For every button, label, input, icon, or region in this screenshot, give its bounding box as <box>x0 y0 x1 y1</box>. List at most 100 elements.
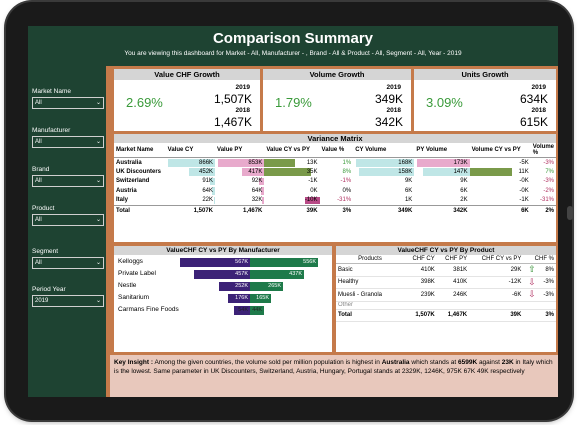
product-table-title: ValueCHF CY vs PY By Product <box>336 246 556 255</box>
column-header[interactable]: Value CY <box>165 143 216 158</box>
table-row[interactable]: Muesli - Granola 239K 246K -6K ⇩ -3% <box>336 288 556 302</box>
brand-dropdown[interactable]: All ⌄ <box>32 175 104 187</box>
volume-pct-cell: -2% <box>543 187 554 194</box>
column-header[interactable]: Value CY vs PY <box>264 143 320 158</box>
column-header[interactable]: Value % <box>319 143 354 158</box>
table-row[interactable]: Switzerland 91K 92K -1K -1% 9K 9K -0K -3… <box>114 177 556 186</box>
chf-diff-cell: -6K <box>469 288 524 302</box>
kpi-value-current: 349K <box>374 92 403 106</box>
cy-volume-cell: 158K <box>353 167 415 176</box>
column-header[interactable]: CHF CY <box>404 255 437 264</box>
column-header[interactable]: CHF % <box>523 255 556 264</box>
manufacturer-row[interactable]: Carmans Fine Foods 54K 44K <box>114 306 334 316</box>
insight-highlight: 23K <box>501 359 514 366</box>
total-value-py: 1,467K <box>215 204 265 216</box>
manufacturer-row[interactable]: Nestle 252K 265K <box>114 282 334 292</box>
table-row[interactable]: Australia 866K 853K 13K 1% 168K 173K -5K… <box>114 158 556 168</box>
py-bar[interactable]: 437K <box>250 270 304 279</box>
page-title: Comparison Summary <box>212 30 374 47</box>
table-row[interactable]: Italy 22K 32K -10K -31% 1K 2K -1K -31% <box>114 196 556 206</box>
insight-highlight: 6599K <box>457 359 478 366</box>
cy-volume-cell: 168K <box>353 158 415 168</box>
volume-diff-cell: -0K <box>519 187 529 194</box>
manufacturer-label: Sanitarium <box>118 294 150 301</box>
market-name-cell: UK Discounters <box>116 169 162 176</box>
table-row[interactable]: Austria 64K 64K 0K 0% 6K 6K -0K -2% <box>114 186 556 195</box>
segment-dropdown[interactable]: All ⌄ <box>32 257 104 269</box>
filter-label: Product <box>32 205 55 212</box>
kpi-growth-pct: 1.79% <box>275 95 312 110</box>
column-header[interactable]: CHF PY <box>436 255 470 264</box>
py-bar[interactable]: 265K <box>250 282 283 291</box>
cy-bar[interactable]: 567K <box>180 258 250 267</box>
value-diff-cell: 13K <box>264 158 319 168</box>
table-row[interactable]: Basic 410K 381K 29K ⇧ 8% <box>336 263 556 277</box>
value-py-cell: 417K <box>215 167 265 176</box>
cy-bar[interactable]: 54K <box>234 306 250 315</box>
table-header-row: Market Name Value CY Value PY Value CY v… <box>114 143 556 158</box>
value-pct-cell: -1% <box>340 178 352 185</box>
manufacturer-row[interactable]: Kelloggs 567K 556K <box>114 258 334 268</box>
dropdown-value: All <box>35 217 42 223</box>
kpi-card-units[interactable]: Units Growth 3.09% 2019 634K 2018 615K <box>414 69 556 131</box>
chf-cy-cell <box>404 301 437 310</box>
column-header[interactable]: CY Volume <box>353 143 415 158</box>
value-cy-cell: 64K <box>202 187 216 195</box>
insight-text: Among the given countries, the volume so… <box>153 359 382 366</box>
manufacturer-row[interactable]: Sanitarium 176K 165K <box>114 294 334 304</box>
filter-label: Segment <box>32 248 59 255</box>
value-diff-cell: 35K <box>264 167 319 176</box>
py-bar[interactable]: 556K <box>250 258 318 267</box>
kpi-card-volume[interactable]: Volume Growth 1.79% 2019 349K 2018 342K <box>263 69 411 131</box>
filter-brand: Brand All ⌄ <box>32 166 104 187</box>
volume-diff-cell: -0K <box>519 178 529 185</box>
period-year-dropdown[interactable]: 2019 ⌄ <box>32 295 104 307</box>
value-diff-cell: 0K <box>310 187 318 194</box>
py-bar[interactable]: 44K <box>250 306 264 315</box>
arrow-down-icon: ⇩ <box>523 288 538 302</box>
table-row[interactable]: Other <box>336 301 556 310</box>
dashboard-header: Comparison Summary You are viewing this … <box>28 26 558 66</box>
manufacturer-chart-title: ValueCHF CY vs PY By Manufacturer <box>114 246 332 255</box>
filter-manufacturer: Manufacturer All ⌄ <box>32 127 104 148</box>
column-header[interactable]: Products <box>336 255 404 264</box>
kpi-card-value[interactable]: Value CHF Growth 2.69% 2019 1,507K 2018 … <box>114 69 260 131</box>
chf-diff-cell: -12K <box>469 276 524 289</box>
insight-highlight: Australia <box>381 359 410 366</box>
manufacturer-row[interactable]: Private Label 457K 437K <box>114 270 334 280</box>
filter-period-year: Period Year 2019 ⌄ <box>32 286 104 307</box>
kpi-value-previous: 342K <box>374 115 403 129</box>
py-volume-cell: 173K <box>414 158 470 168</box>
cy-bar[interactable]: 252K <box>219 282 250 291</box>
column-header[interactable]: Value PY <box>215 143 265 158</box>
variance-matrix-title: Variance Matrix <box>114 134 556 143</box>
chf-py-cell: 246K <box>436 288 470 302</box>
table-total-row: Total 1,507K 1,467K 39K 3% <box>336 308 556 322</box>
filter-sidebar: Market Name All ⌄ Manufacturer All ⌄ Brand… <box>28 66 110 397</box>
market-name-dropdown[interactable]: All ⌄ <box>32 97 104 109</box>
dropdown-value: 2019 <box>35 298 49 304</box>
dropdown-value: All <box>35 260 42 266</box>
py-bar[interactable]: 165K <box>250 294 271 303</box>
chf-pct-cell: -3% <box>537 276 556 289</box>
manufacturer-dropdown[interactable]: All ⌄ <box>32 136 104 148</box>
product-dropdown[interactable]: All ⌄ <box>32 214 104 226</box>
cy-bar[interactable]: 457K <box>194 270 250 279</box>
chevron-down-icon: ⌄ <box>95 217 101 223</box>
total-chf-cy: 1,507K <box>404 308 437 322</box>
total-value-cy: 1,507K <box>165 204 216 216</box>
table-row[interactable]: UK Discounters 452K 417K 35K 8% 158K 147… <box>114 167 556 176</box>
value-diff-cell: -1K <box>308 178 318 185</box>
column-header[interactable]: Volume % <box>530 143 556 158</box>
py-volume-cell: 2K <box>460 197 468 204</box>
chevron-down-icon: ⌄ <box>95 178 101 184</box>
table-row[interactable]: Healthy 398K 410K -12K ⇩ -3% <box>336 276 556 289</box>
table-total-row: Total 1,507K 1,467K 39K 3% 349K 342K 6K … <box>114 204 556 216</box>
py-volume-cell: 9K <box>460 178 468 185</box>
column-header[interactable]: PY Volume <box>414 143 470 158</box>
cy-bar[interactable]: 176K <box>228 294 250 303</box>
column-header[interactable]: CHF CY vs PY <box>469 255 524 264</box>
column-header[interactable]: Volume CY vs PY <box>469 143 531 158</box>
column-header[interactable]: Market Name <box>114 143 166 158</box>
chf-pct-cell: 8% <box>537 263 556 277</box>
